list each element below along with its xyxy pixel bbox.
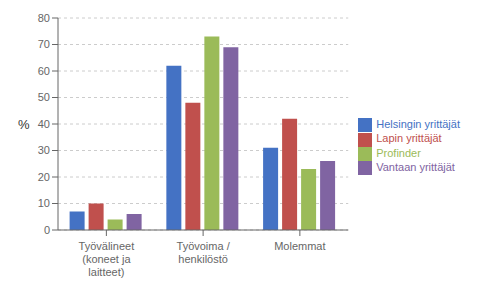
html-text:Vantaan yrittäjät: Vantaan yrittäjät xyxy=(376,160,455,173)
svg-text:40: 40 xyxy=(38,118,50,130)
svg-text:0: 0 xyxy=(44,224,50,236)
svg-text:70: 70 xyxy=(38,38,50,50)
svg-text:30: 30 xyxy=(38,144,50,156)
svg-text:Molemmat: Molemmat xyxy=(274,240,325,252)
html-text:Lapin yrittäjät: Lapin yrittäjät xyxy=(376,132,442,145)
svg-text:20: 20 xyxy=(38,171,50,183)
html-text:Helsingin yrittäjät: Helsingin yrittäjät xyxy=(376,118,460,131)
svg-text:10: 10 xyxy=(38,197,50,209)
svg-text:60: 60 xyxy=(38,65,50,77)
svg-text:Työvoima /henkilöstö: Työvoima /henkilöstö xyxy=(177,240,231,265)
svg-text:%: % xyxy=(18,117,30,132)
svg-text:50: 50 xyxy=(38,91,50,103)
svg-text:80: 80 xyxy=(38,12,50,24)
html-text:Profinder: Profinder xyxy=(376,146,421,159)
svg-text:Työvälineet(koneet jalaitteet): Työvälineet(koneet jalaitteet) xyxy=(79,240,135,278)
